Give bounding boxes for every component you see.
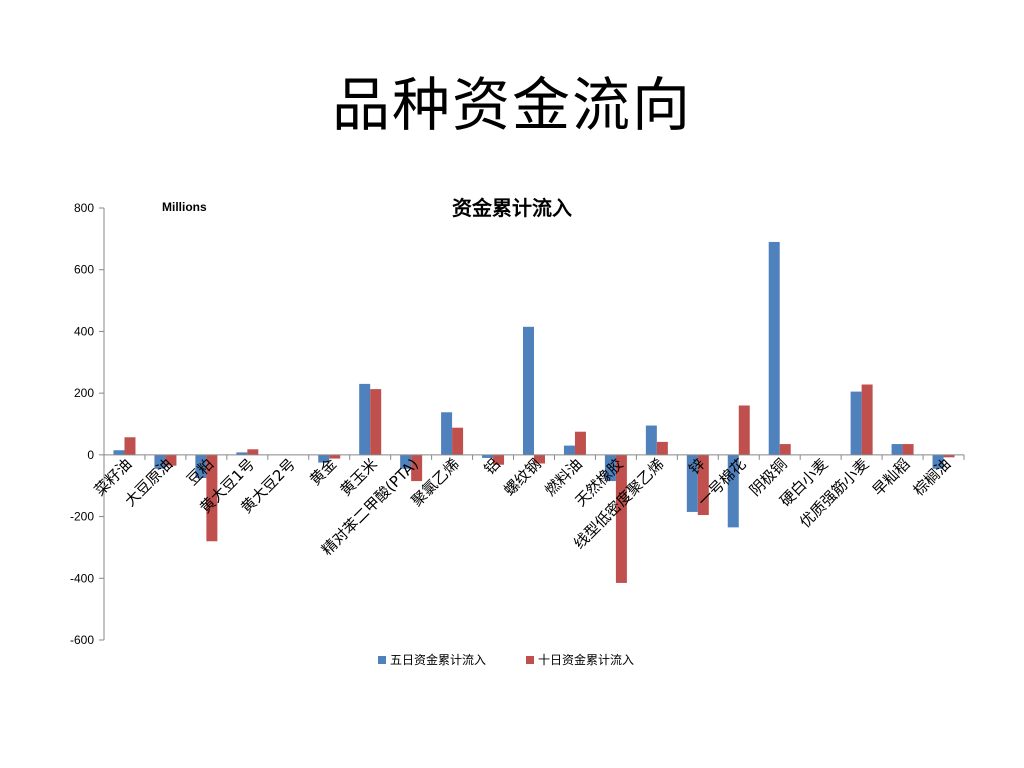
chart-title: 资金累计流入 <box>452 196 572 220</box>
legend-swatch <box>526 656 534 664</box>
bar-ten-day <box>493 454 505 465</box>
bar-five-day <box>113 450 125 455</box>
unit-label: Millions <box>162 200 207 214</box>
bar-ten-day <box>411 454 423 482</box>
bar-five-day <box>154 454 166 469</box>
bar-five-day <box>195 454 207 478</box>
y-tick-label: 200 <box>74 386 94 400</box>
bar-five-day <box>400 454 412 469</box>
bar-five-day <box>645 425 657 455</box>
y-tick-label: -600 <box>70 633 94 647</box>
y-tick-label: -400 <box>70 571 94 585</box>
bar-five-day <box>768 241 780 455</box>
legend-label: 十日资金累计流入 <box>538 652 634 667</box>
bar-five-day <box>891 444 903 455</box>
y-tick-label: -200 <box>70 510 94 524</box>
bar-ten-day <box>943 454 955 458</box>
bar-ten-day <box>329 454 341 459</box>
bar-five-day <box>482 454 494 458</box>
legend: 五日资金累计流入 十日资金累计流入 <box>378 652 634 667</box>
legend-swatch <box>378 656 386 664</box>
bar-ten-day <box>697 454 709 516</box>
x-category-label: 棕榈油 <box>910 455 955 500</box>
y-tick-label: 600 <box>74 263 94 277</box>
bar-ten-day <box>902 444 914 455</box>
bar-ten-day <box>534 454 545 464</box>
bar-five-day <box>932 454 944 469</box>
bar-five-day <box>441 412 453 455</box>
bar-five-day <box>318 454 330 463</box>
y-tick-label: 400 <box>74 324 94 338</box>
bar-ten-day <box>124 437 136 455</box>
bar-five-day <box>236 452 248 455</box>
x-category-label: 螺纹钢 <box>500 455 545 500</box>
y-tick-label: 800 <box>74 201 94 215</box>
bar-ten-day <box>247 449 259 455</box>
bar-ten-day <box>370 389 382 455</box>
bar-five-day <box>359 383 371 455</box>
bar-five-day <box>604 454 616 482</box>
bar-five-day <box>523 326 534 455</box>
bar-ten-day <box>615 454 627 583</box>
bar-ten-day <box>165 454 177 466</box>
bar-ten-day <box>574 431 586 455</box>
bar-five-day <box>686 454 698 512</box>
bar-five-day <box>563 445 575 455</box>
y-tick-label: 0 <box>87 448 94 462</box>
bar-ten-day <box>779 444 791 455</box>
bar-ten-day <box>452 427 464 455</box>
bars <box>113 241 955 583</box>
bar-ten-day <box>738 405 750 455</box>
x-axis: 菜籽油大豆原油 豆粕黄大豆1号黄大豆2号 黄金黄玉米精对苯二甲酸(PTA)聚氯乙烯铝… <box>91 454 965 559</box>
legend-label: 五日资金累计流入 <box>390 652 486 667</box>
x-category-label: 黄金 <box>306 455 340 489</box>
bar-five-day <box>727 454 739 528</box>
slide-title: 品种资金流向 <box>331 71 692 139</box>
y-axis: 800 600 400 200 0 -200 -400 -600 <box>70 201 105 647</box>
bar-ten-day <box>206 454 218 542</box>
bar-ten-day <box>656 441 668 455</box>
x-category-label: 早籼稻 <box>869 455 914 500</box>
bar-ten-day <box>861 384 873 455</box>
bar-five-day <box>850 391 862 455</box>
